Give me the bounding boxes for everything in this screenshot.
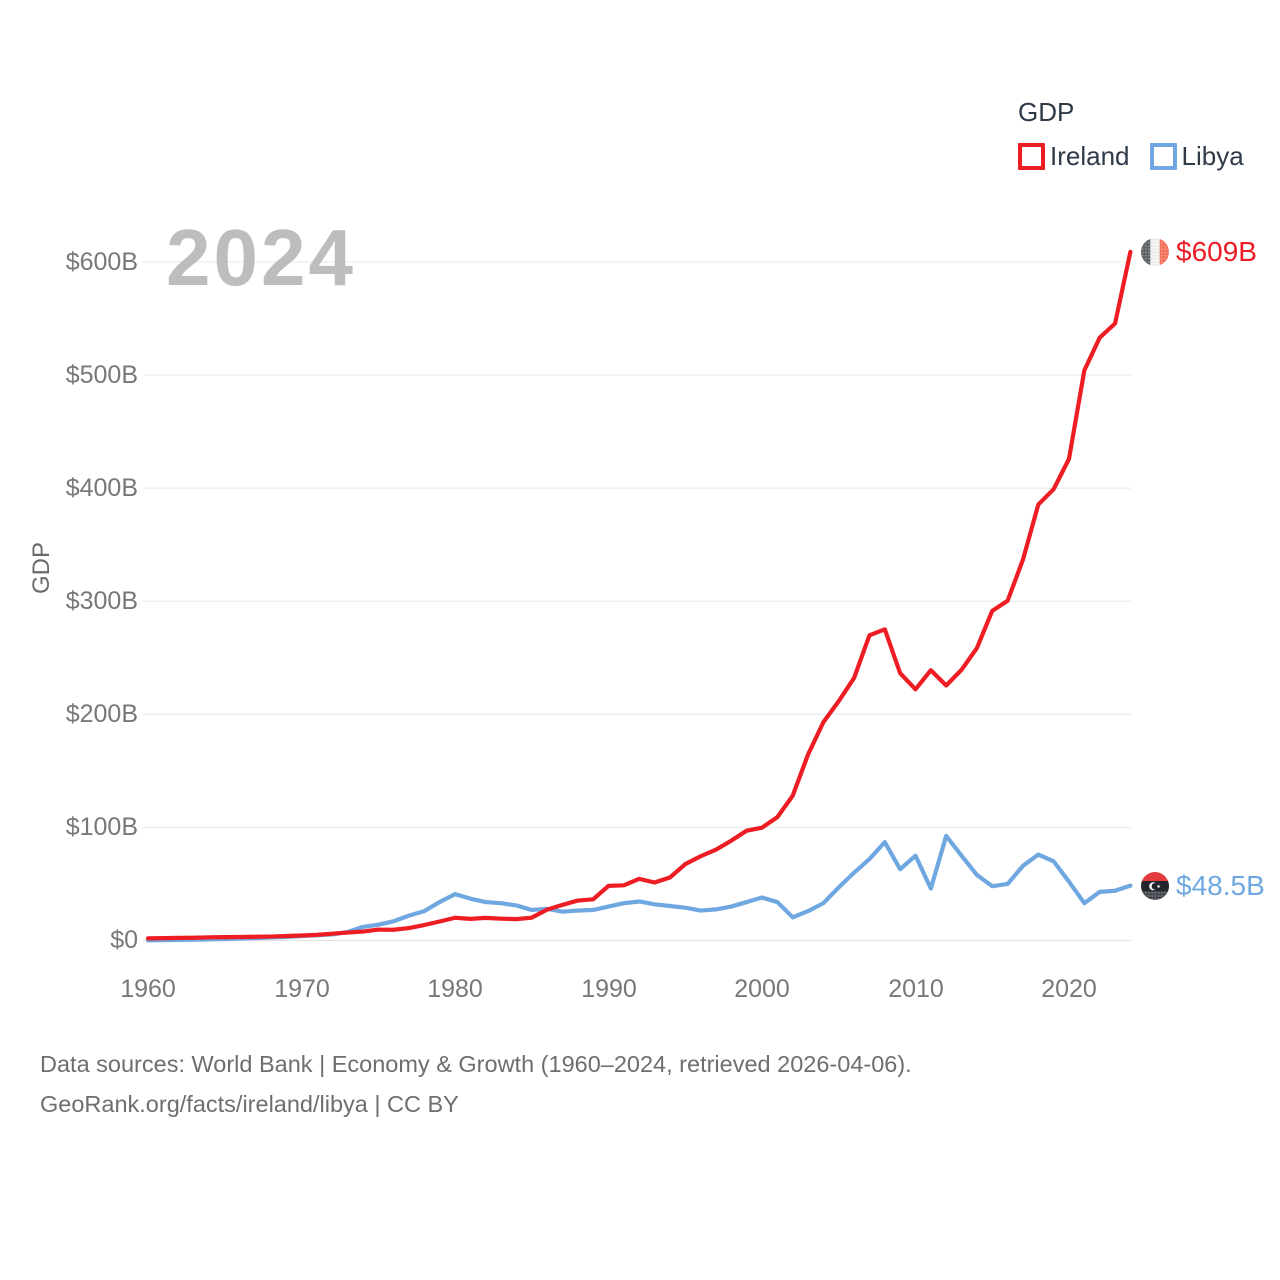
x-tick-1970: 1970 <box>274 975 330 1003</box>
attribution-line: GeoRank.org/facts/ireland/libya | CC BY <box>40 1091 459 1117</box>
y-tick-0: $0 <box>110 926 138 954</box>
y-tick-500b: $500B <box>65 361 138 389</box>
legend-items: Ireland Libya <box>1018 141 1244 172</box>
x-tick-1960: 1960 <box>120 975 176 1003</box>
year-watermark: 2024 <box>166 213 356 302</box>
x-tick-2020: 2020 <box>1041 975 1097 1003</box>
libya-line <box>145 833 1133 943</box>
y-tick-100b: $100B <box>65 813 138 841</box>
y-tick-600b: $600B <box>65 248 138 276</box>
ireland-line <box>145 249 1133 941</box>
ireland-flag-icon <box>1141 238 1169 266</box>
y-tick-300b: $300B <box>65 587 138 615</box>
legend-item-ireland[interactable]: Ireland <box>1018 141 1130 172</box>
legend-title: GDP <box>1018 97 1075 127</box>
libya-swatch-icon <box>1149 142 1177 170</box>
data-sources-line: Data sources: World Bank | Economy & Gro… <box>40 1051 912 1077</box>
libya-end-label: $48.5B <box>1141 872 1265 900</box>
libya-end-value: $48.5B <box>1176 870 1265 901</box>
x-tick-1990: 1990 <box>581 975 637 1003</box>
y-tick-200b: $200B <box>65 700 138 728</box>
legend: GDP Ireland Libya <box>1018 97 1244 172</box>
ireland-end-value: $609B <box>1176 236 1257 267</box>
legend-item-libya[interactable]: Libya <box>1149 141 1244 172</box>
libya-flag-icon <box>1141 872 1169 900</box>
x-tick-2010: 2010 <box>888 975 944 1003</box>
legend-label-ireland: Ireland <box>1050 141 1130 172</box>
x-tick-2000: 2000 <box>734 975 790 1003</box>
footer: Data sources: World Bank | Economy & Gro… <box>40 1044 912 1124</box>
y-tick-400b: $400B <box>65 474 138 502</box>
ireland-end-label: $609B <box>1141 238 1257 266</box>
legend-label-libya: Libya <box>1181 141 1244 172</box>
ireland-swatch-icon <box>1018 142 1045 170</box>
x-tick-1980: 1980 <box>427 975 483 1003</box>
